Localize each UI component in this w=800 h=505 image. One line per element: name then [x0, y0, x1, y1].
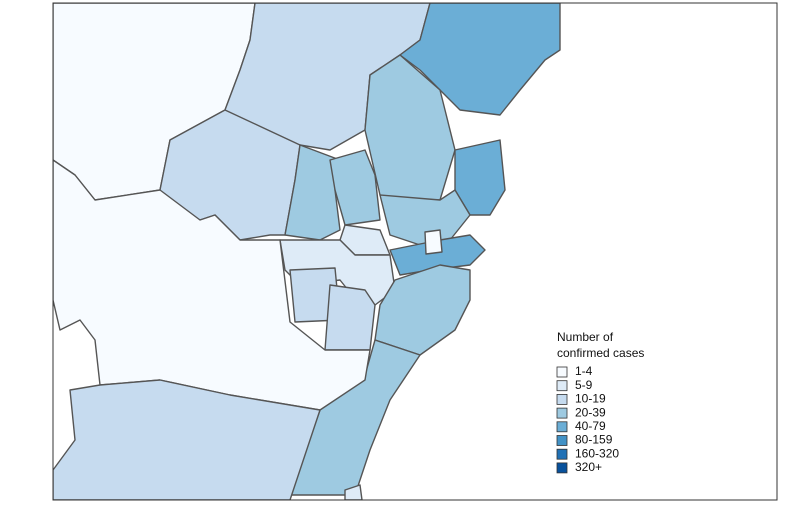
map-frame [52, 2, 778, 501]
region [379, 189, 471, 246]
legend-swatch [556, 448, 568, 460]
legend-swatch [556, 421, 568, 433]
legend-swatch [556, 366, 568, 378]
region [324, 284, 376, 351]
legend-title: confirmed cases [557, 346, 644, 360]
legend-label: 5-9 [575, 378, 593, 392]
legend-swatch [556, 462, 568, 474]
legend-label: 40-79 [575, 419, 606, 433]
region [329, 149, 381, 226]
regions [53, 3, 561, 500]
legend-label: 320+ [575, 460, 602, 474]
legend-title: Number of [557, 330, 614, 344]
legend-swatch [556, 435, 568, 446]
legend-swatch [556, 393, 568, 405]
legend: Number of confirmed cases 1-45-910-1920-… [556, 330, 644, 474]
legend-label: 80-159 [575, 433, 613, 447]
region [374, 264, 471, 356]
legend-label: 160-320 [575, 446, 619, 460]
legend-swatch [556, 407, 568, 419]
legend-swatch [556, 380, 568, 392]
legend-label: 20-39 [575, 405, 606, 419]
region [399, 3, 561, 116]
region [424, 229, 443, 255]
legend-label: 10-19 [575, 392, 606, 406]
region [389, 234, 486, 276]
legend-label: 1-4 [575, 364, 593, 378]
region [344, 484, 363, 500]
region [53, 379, 321, 500]
